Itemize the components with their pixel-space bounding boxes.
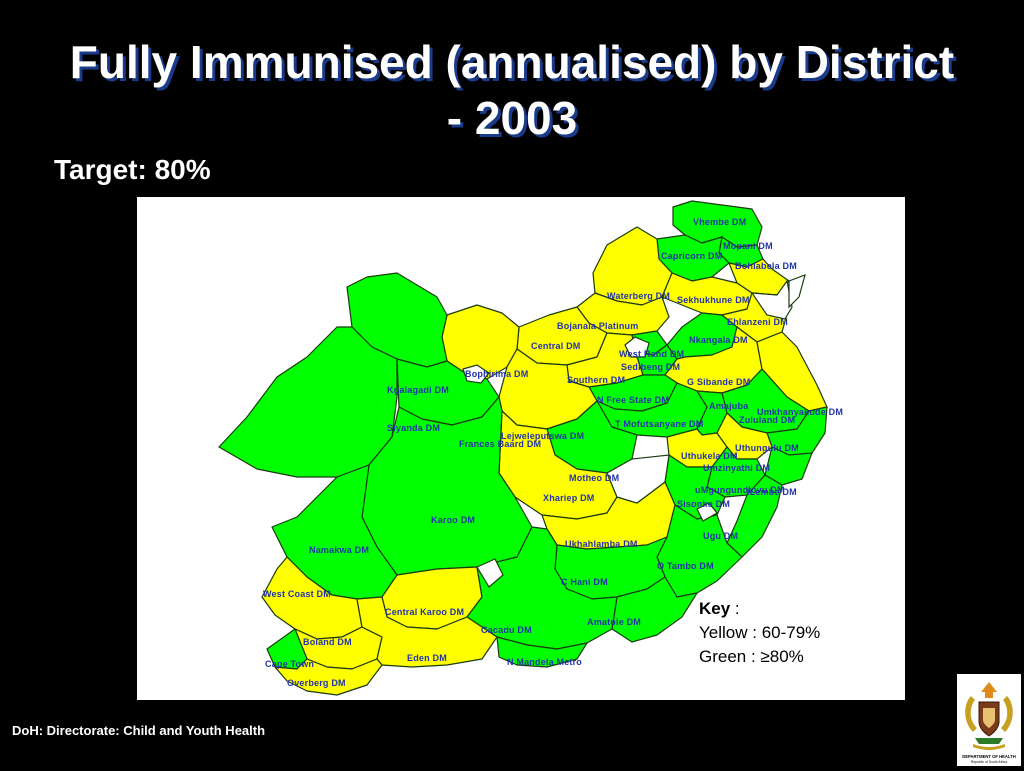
district-label-siyanda-dm: Siyanda DM [387, 423, 441, 433]
district-label-namakwa-dm: Namakwa DM [309, 545, 370, 555]
district-map: Vhembe DM Mopani DM Capricorn DM Bohlabela … [137, 197, 905, 700]
unfilled-area-lesotho [606, 454, 670, 504]
district-label-southern-dm: Southern DM [567, 375, 626, 385]
map-svg [218, 200, 828, 696]
unfilled-area-swaziland [750, 279, 793, 320]
district-label-umkhanyakude-dm: Umkhanyakude DM [757, 407, 844, 417]
district-label-waterberg-dm: Waterberg DM [607, 291, 671, 301]
district-label-sekhukhune-dm: Sekhukhune DM [677, 295, 750, 305]
district-label-ilembe-dm: iLembe DM [747, 487, 797, 497]
slide-title: Fully Immunised (annualised) by District… [69, 36, 955, 144]
district-label-bojanala-platinum: Bojanala Platinum [557, 321, 639, 331]
unfilled-area-kzn-pocket [696, 502, 718, 522]
key-heading: Key [699, 599, 731, 618]
footer-text: DoH: Directorate: Child and Youth Health [12, 723, 266, 738]
district-label-cape-town: Cape Town [265, 659, 315, 669]
svg-text:Republic of South Africa: Republic of South Africa [971, 760, 1007, 764]
district-label-capricorn-dm: Capricorn DM [661, 251, 723, 261]
district-n-mandela-metro [496, 636, 588, 668]
district-label-c-hani-dm: C Hani DM [561, 577, 608, 587]
district-label-karoo-dm: Karoo DM [431, 515, 476, 525]
district-label-bophirima-dm: Bophirima DM [465, 369, 529, 379]
district-label-ehlanzeni-dm: Ehlanzeni DM [727, 317, 788, 327]
district-label-uthukela-dm: Uthukela DM [681, 451, 738, 461]
unfilled-area-kgalagadi-pocket [462, 364, 490, 384]
district-label-umzinyathi-dm: Umzinyathi DM [703, 463, 771, 473]
district-label-g-sibande-dm: G Sibande DM [687, 377, 751, 387]
district-label-west-rand-dm: West Rand DM [619, 349, 685, 359]
district-label-sedibeng-dm: Sedibeng DM [621, 362, 681, 372]
district-overberg-dm [274, 658, 383, 696]
district-label-vhembe-dm: Vhembe DM [693, 217, 747, 227]
district-label-amatole-dm: Amatole DM [587, 617, 642, 627]
district-label-mopani-dm: Mopani DM [723, 241, 773, 251]
district-label-amajuba: Amajuba [709, 401, 749, 411]
district-label-sisonke-dm: Sisonke DM [677, 499, 731, 509]
unfilled-area-gauteng-core [624, 336, 650, 358]
svg-text:DEPARTMENT OF HEALTH: DEPARTMENT OF HEALTH [962, 754, 1016, 759]
district-label-eden-dm: Eden DM [407, 653, 447, 663]
district-label-n-mandela-metro: N Mandela Metro [507, 657, 583, 667]
district-label-t-mofutsanyane-dm: T Mofutsanyane DM [615, 419, 704, 429]
map-key: Key : Yellow : 60-79% Green : ≥80% [699, 597, 820, 669]
key-green: Green : ≥80% [699, 647, 804, 666]
district-label-ugu-dm: Ugu DM [703, 531, 739, 541]
coat-of-arms-icon: DEPARTMENT OF HEALTH Republic of South A… [962, 682, 1016, 764]
district-label-west-coast-dm: West Coast DM [263, 589, 331, 599]
district-label-o-tambo-dm: O Tambo DM [657, 561, 714, 571]
district-label-overberg-dm: Overberg DM [287, 678, 346, 688]
district-siyanda-dm [218, 326, 398, 478]
district-label-lejweleputswa-dm: Lejweleputswa DM [501, 431, 585, 441]
district-ugu-dm [726, 474, 783, 558]
district-label-nkangala-dm: Nkangala DM [689, 335, 748, 345]
district-label-cacadu-dm: Cacadu DM [481, 625, 532, 635]
district-label-motheo-dm: Motheo DM [569, 473, 620, 483]
district-label-central-karoo-dm: Central Karoo DM [385, 607, 465, 617]
district-label-central-dm: Central DM [531, 341, 581, 351]
district-label-boland-dm: Boland DM [303, 637, 352, 647]
key-yellow: Yellow : 60-79% [699, 623, 821, 642]
district-label-kgalagadi-dm: Kgalagadi DM [387, 385, 449, 395]
district-label-ukhahlamba-dm: Ukhahlamba DM [565, 539, 638, 549]
department-of-health-logo: DEPARTMENT OF HEALTH Republic of South A… [957, 674, 1021, 766]
district-label-frances-baard-dm: Frances Baard DM [459, 439, 542, 449]
district-label-uthungulu-dm: Uthungulu DM [735, 443, 799, 453]
district-label-bohlabela-dm: Bohlabela DM [735, 261, 797, 271]
district-label-umgungundlovu-dm: uMgungundlovu DM [695, 485, 785, 495]
district-label-xhariep-dm: Xhariep DM [543, 493, 595, 503]
unfilled-area-eastern-pocket [788, 274, 806, 309]
target-label: Target: 80% [54, 154, 211, 185]
district-label-zululand-dm: Zululand DM [739, 415, 796, 425]
key-separator: : [730, 599, 740, 618]
district-amatole-dm [611, 576, 698, 643]
district-label-n-free-state-dm: N Free State DM [597, 395, 670, 405]
unfilled-area-karoo-pocket [476, 558, 504, 588]
